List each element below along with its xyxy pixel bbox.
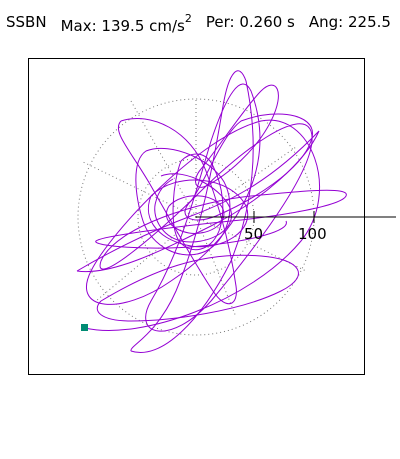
trace-path — [130, 70, 254, 353]
header-bar: SSBN Max: 139.5 cm/s2 Per: 0.260 s Ang: … — [6, 12, 391, 40]
max-value: 139.5 cm/s — [101, 17, 185, 35]
trace-path — [195, 84, 279, 188]
polar-grid — [77, 97, 315, 336]
max-label: Max: — [60, 17, 97, 35]
period-value: 0.260 s — [239, 13, 295, 31]
period-label: Per: — [205, 13, 235, 31]
grid-spoke — [195, 216, 307, 272]
angle: Ang: 225.5 — [308, 13, 391, 31]
trace-path — [172, 153, 224, 251]
max-unit-exponent: 2 — [184, 12, 192, 25]
max-acceleration: Max: 139.5 cm/s2 — [61, 12, 192, 36]
trace-path — [96, 254, 299, 322]
grid-spoke — [195, 216, 237, 318]
station-code: SSBN — [6, 13, 47, 31]
period: Per: 0.260 s — [206, 12, 295, 32]
grid-spoke — [95, 216, 197, 302]
trace-path — [184, 113, 314, 221]
tick-label-100: 100 — [298, 225, 327, 243]
particle-motion-trace — [76, 70, 347, 353]
plot-canvas: 50 100 — [76, 70, 396, 353]
trace-start-marker — [81, 324, 88, 331]
tick-label-50: 50 — [244, 225, 263, 243]
particle-motion-plot: 50 100 — [28, 58, 396, 375]
trace-path — [76, 130, 320, 273]
grid-spoke — [195, 146, 297, 218]
trace-path — [166, 195, 225, 234]
trace-path — [135, 147, 231, 256]
